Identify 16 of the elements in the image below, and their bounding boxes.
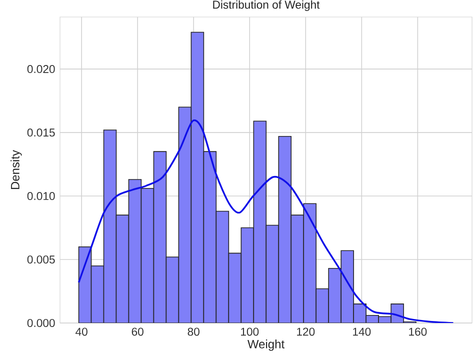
- y-axis-title: Density: [10, 150, 22, 190]
- line-series: [78, 120, 454, 323]
- x-tick-label: 40: [76, 328, 88, 336]
- chart-title: Distribution of Weight: [213, 0, 320, 11]
- x-tick-label: 60: [132, 328, 144, 336]
- x-tick-label: 140: [353, 328, 371, 336]
- x-tick-label: 160: [409, 328, 427, 336]
- y-tick-label: 0.005: [27, 256, 55, 264]
- x-tick-label: 80: [188, 328, 200, 336]
- y-tick-label: 0.010: [27, 192, 55, 200]
- x-axis-title: Weight: [248, 340, 284, 351]
- y-tick-label: 0.015: [27, 128, 55, 137]
- y-tick-label: 0.000: [27, 318, 55, 328]
- x-tick-label: 120: [297, 328, 315, 336]
- x-tick-label: 100: [241, 328, 259, 336]
- y-tick-label: 0.020: [27, 65, 55, 74]
